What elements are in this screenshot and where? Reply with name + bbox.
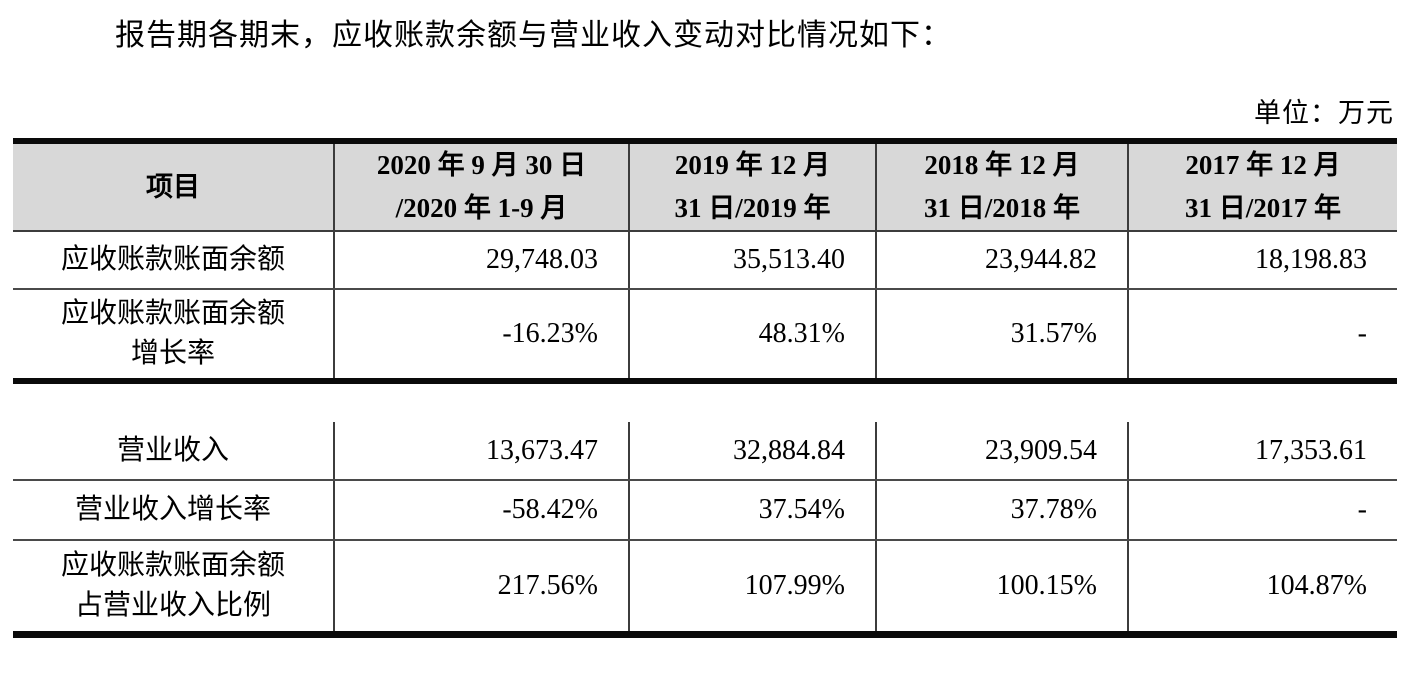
cell-value: 100.15% (875, 540, 1128, 635)
cell-value: 107.99% (628, 540, 876, 635)
table-row: 营业收入增长率 -58.42% 37.54% 37.78% - (13, 480, 1397, 542)
cell-value: 32,884.84 (628, 422, 876, 482)
unit-label: 单位：万元 (1254, 98, 1394, 128)
cell-value: 23,944.82 (875, 231, 1128, 291)
cell-value: - (1127, 480, 1397, 542)
row-label: 应收账款账面余额 占营业收入比例 (60, 549, 285, 622)
row-label: 营业收入 (13, 422, 334, 482)
cell-value: 31.57% (875, 289, 1128, 382)
header-cell-item: 项目 (13, 141, 334, 233)
header-cell-2018: 2018 年 12 月 31 日/2018 年 (875, 141, 1128, 233)
table-row: 应收账款账面余额 占营业收入比例 217.56% 107.99% 100.15%… (13, 540, 1397, 635)
cell-value: -16.23% (333, 289, 629, 382)
intro-paragraph: 报告期各期末，应收账款余额与营业收入变动对比情况如下： (115, 19, 952, 52)
cell-value: 18,198.83 (1127, 231, 1397, 291)
cell-value: 35,513.40 (628, 231, 876, 291)
cell-value: -58.42% (333, 480, 629, 542)
cell-value: 23,909.54 (875, 422, 1128, 482)
cell-value: 13,673.47 (333, 422, 629, 482)
header-cell-2019: 2019 年 12 月 31 日/2019 年 (628, 141, 876, 233)
table-row: 营业收入 13,673.47 32,884.84 23,909.54 17,35… (13, 422, 1397, 482)
header-cell-2020: 2020 年 9 月 30 日 /2020 年 1-9 月 (333, 141, 629, 233)
row-label: 应收账款账面余额 (13, 231, 334, 291)
cell-value: 37.54% (628, 480, 876, 542)
cell-value: - (1127, 289, 1397, 382)
row-label: 应收账款账面余额 增长率 (60, 297, 285, 370)
cell-value: 17,353.61 (1127, 422, 1397, 482)
table-section-gap (0, 384, 1410, 422)
row-label: 营业收入增长率 (13, 480, 334, 542)
cell-value: 217.56% (333, 540, 629, 635)
cell-value: 48.31% (628, 289, 876, 382)
receivables-table-lower: 营业收入 13,673.47 32,884.84 23,909.54 17,35… (13, 422, 1397, 638)
table-row: 应收账款账面余额 29,748.03 35,513.40 23,944.82 1… (13, 231, 1397, 291)
receivables-table-upper: 项目 2020 年 9 月 30 日 /2020 年 1-9 月 2019 年 … (13, 138, 1397, 385)
cell-value: 104.87% (1127, 540, 1397, 635)
document-page: 报告期各期末，应收账款余额与营业收入变动对比情况如下： 单位：万元 项目 202… (0, 16, 1410, 692)
table-header-row: 项目 2020 年 9 月 30 日 /2020 年 1-9 月 2019 年 … (13, 141, 1397, 233)
cell-value: 29,748.03 (333, 231, 629, 291)
table-row: 应收账款账面余额 增长率 -16.23% 48.31% 31.57% - (13, 289, 1397, 382)
header-cell-2017: 2017 年 12 月 31 日/2017 年 (1127, 141, 1397, 233)
cell-value: 37.78% (875, 480, 1128, 542)
